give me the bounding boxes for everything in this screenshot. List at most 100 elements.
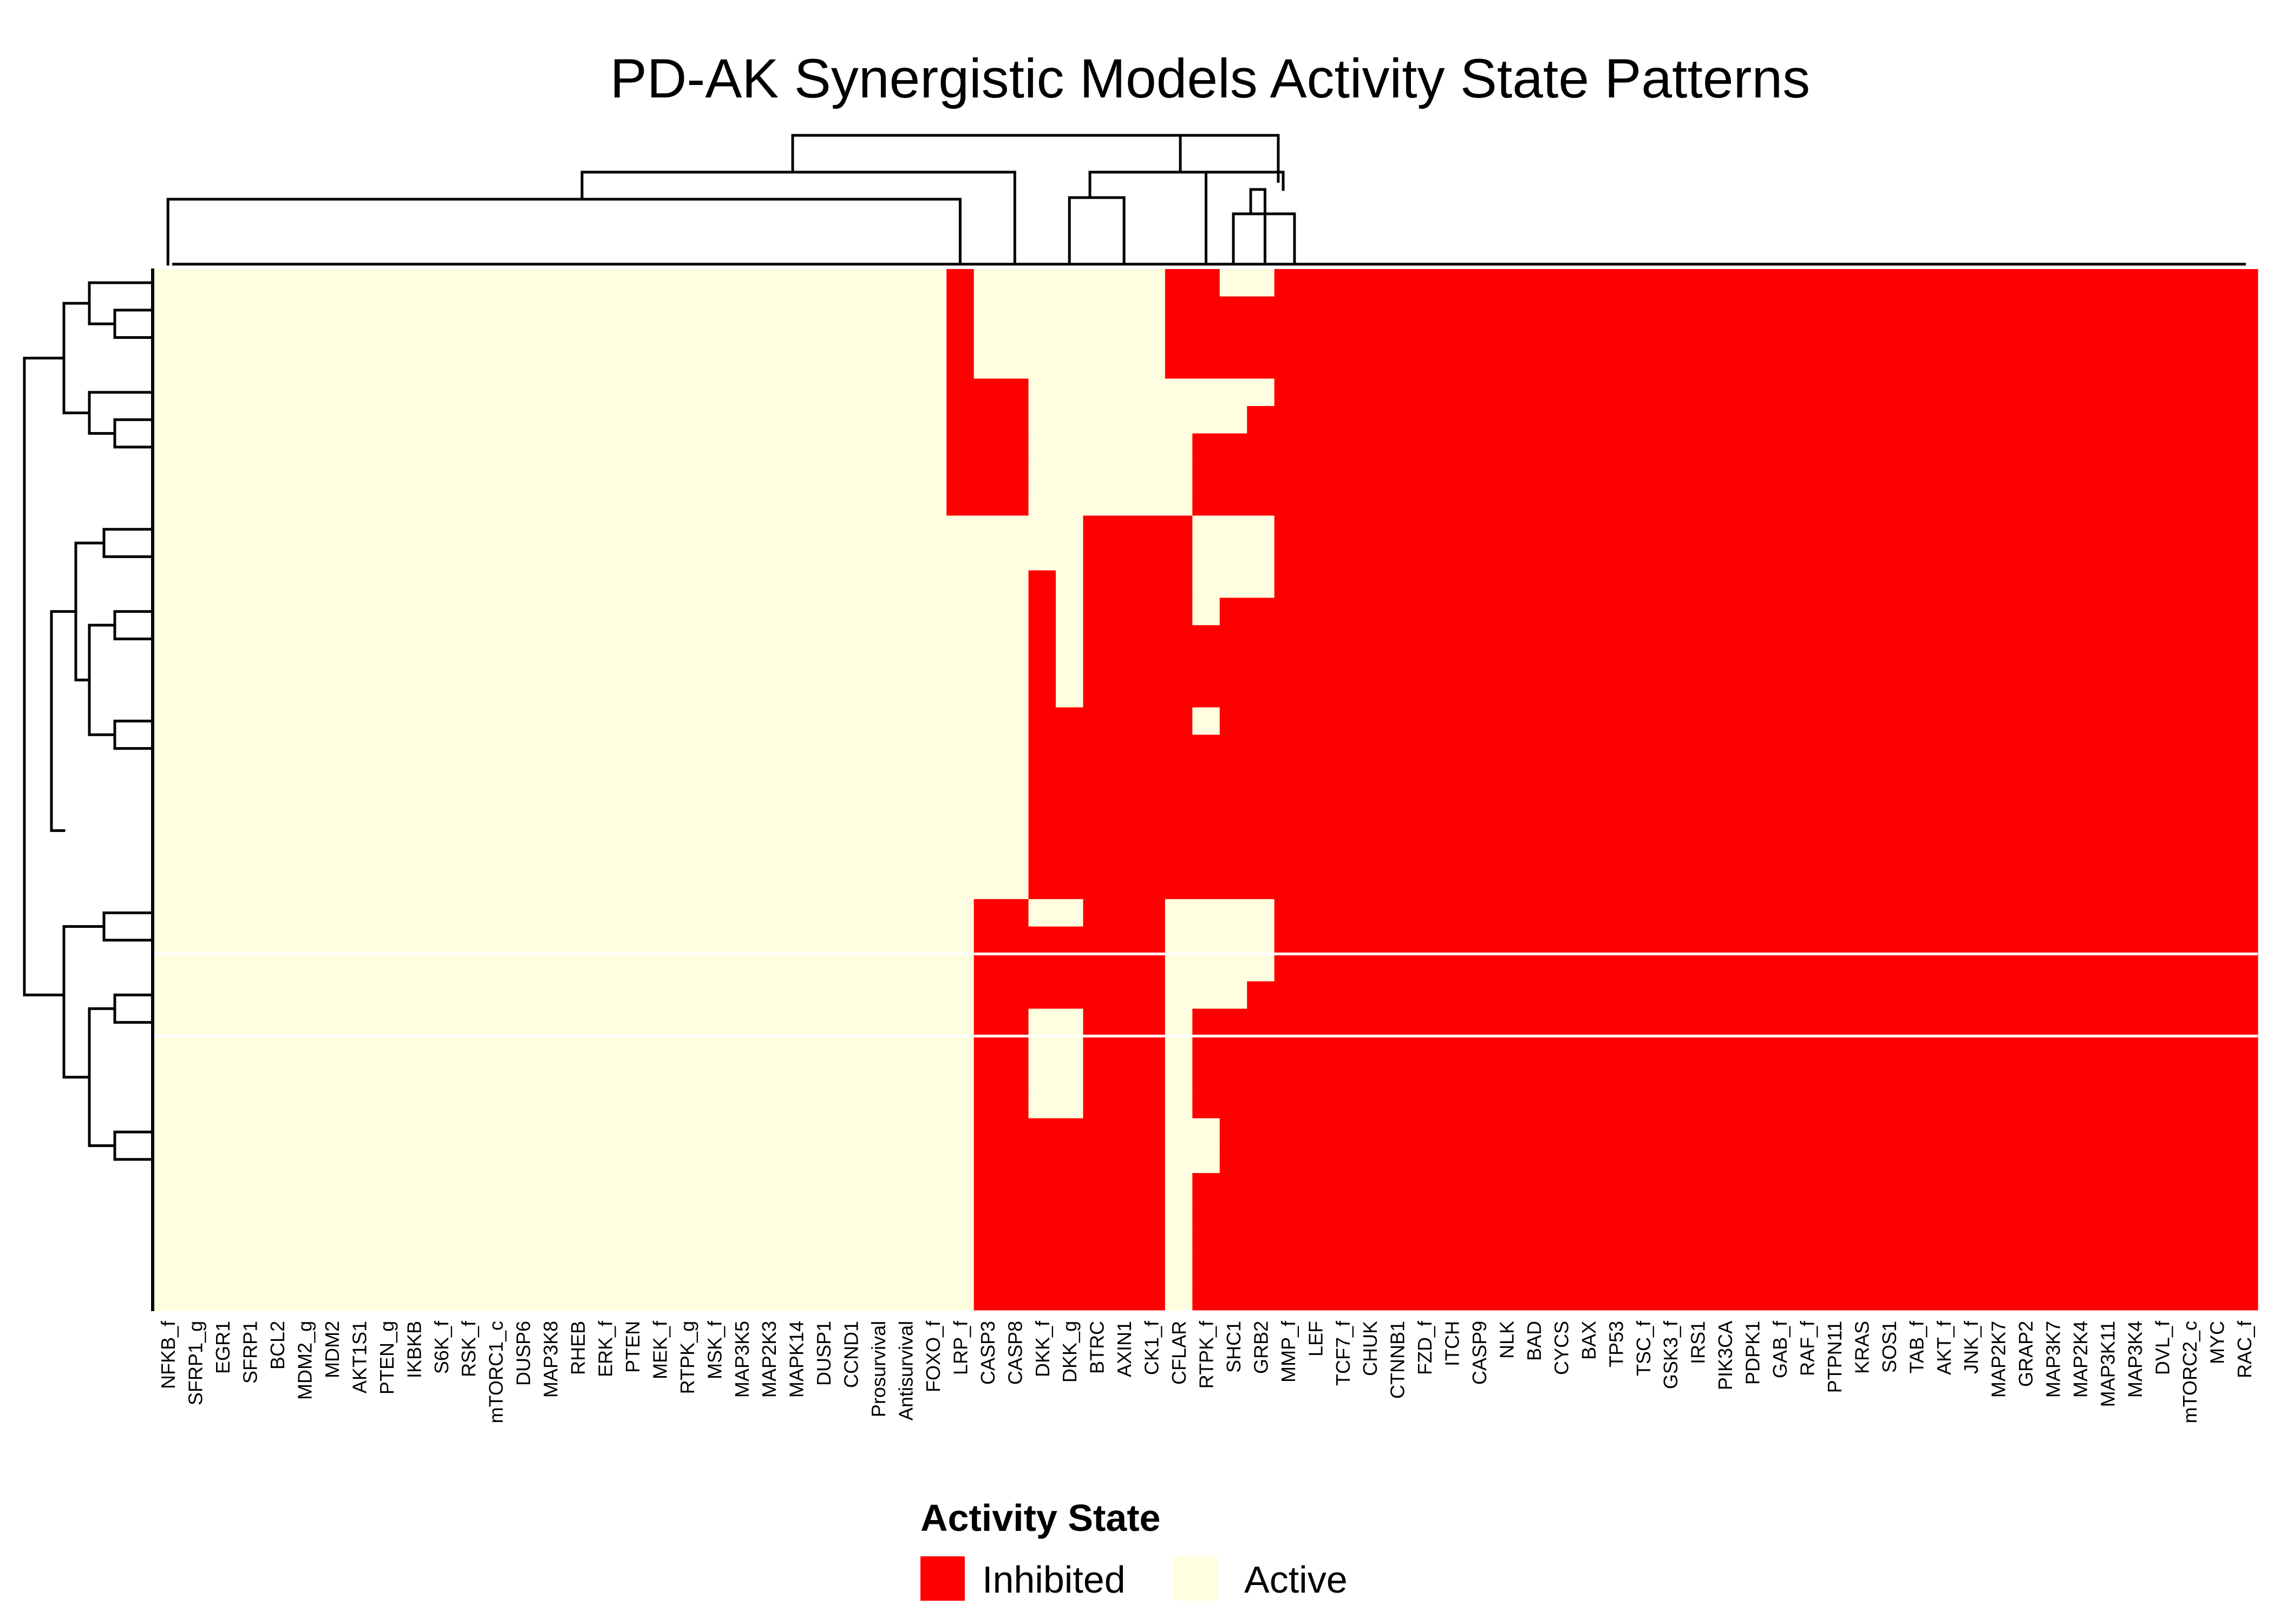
heatmap-cell-run (973, 1282, 1166, 1311)
heatmap-cell-run (1083, 652, 2258, 680)
heatmap-cell-run (1274, 378, 2258, 407)
column-label: MAP2K4 (2069, 1321, 2092, 1398)
heatmap-cell-run (1083, 1091, 1166, 1119)
column-label: NLK (1496, 1321, 1518, 1359)
heatmap-cell-run (973, 269, 1166, 297)
row-dendrogram-branch (113, 1130, 154, 1161)
column-label: CHUK (1359, 1321, 1381, 1376)
heatmap-cell-run (1192, 1173, 2258, 1201)
heatmap-cell-run (1056, 680, 1084, 708)
heatmap-cell-run (154, 762, 1029, 790)
heatmap-cell-run (154, 1009, 975, 1037)
column-label: MAP3K11 (2097, 1321, 2119, 1407)
heatmap-cell-run (1165, 1145, 1220, 1174)
heatmap-cell-run (154, 461, 947, 489)
legend-swatch-active (1174, 1556, 1218, 1601)
heatmap-cell-run (973, 981, 1166, 1009)
row-split-gap (154, 1034, 2258, 1038)
heatmap-cell-run (1028, 652, 1056, 680)
column-label: RAF_f (1796, 1320, 1819, 1376)
heatmap-cell-run (1083, 625, 2258, 653)
column-label: MDM2_g (294, 1321, 316, 1400)
heatmap-cell-run (154, 351, 947, 379)
heatmap-cell-run (946, 461, 1029, 489)
row-dendrogram-branch (113, 719, 154, 750)
column-dendrogram-branch (1149, 134, 1182, 174)
column-dendrogram-branch (580, 171, 1016, 266)
heatmap-cell-run (973, 899, 1029, 927)
heatmap-cell-run (946, 378, 1029, 407)
column-label: IKBKB (403, 1321, 425, 1378)
heatmap-cell-run (154, 926, 975, 954)
legend-label-active: Active (1244, 1558, 1348, 1601)
column-label: MAP3K4 (2124, 1321, 2146, 1398)
heatmap-cell-run (1165, 1282, 1193, 1311)
column-label: MYC (2206, 1321, 2228, 1364)
row-dendrogram-branch (62, 302, 91, 415)
heatmap-cell-run (946, 433, 1029, 461)
column-label: CASP8 (1004, 1321, 1026, 1385)
heatmap-cell-run (1083, 680, 2258, 708)
heatmap-cell-run (1274, 899, 2258, 927)
column-label: LEF (1304, 1321, 1327, 1357)
heatmap-cell-run (1165, 1036, 1193, 1064)
column-label: DUSP1 (813, 1321, 835, 1386)
column-label: S6K_f (430, 1320, 453, 1374)
column-label: MMP_f (1277, 1320, 1299, 1383)
column-label: ERK_f (594, 1320, 617, 1377)
column-label: MAP2K3 (758, 1321, 780, 1398)
column-label: MAP2K7 (1988, 1321, 2010, 1398)
heatmap-cell-run (154, 652, 1029, 680)
column-label: NFKB_f (157, 1320, 179, 1389)
heatmap-cell-run (154, 872, 1029, 900)
heatmap-cell-run (973, 926, 1166, 954)
heatmap-cell-run (154, 1255, 975, 1283)
heatmap-cell-run (973, 351, 1166, 379)
legend-swatch-inhibited (920, 1556, 965, 1601)
column-label: MAP3K8 (540, 1321, 562, 1398)
row-dendrogram-branch (113, 418, 154, 449)
heatmap-cell-run (946, 296, 975, 324)
heatmap-cell-run (1219, 707, 2258, 735)
heatmap-cell-run (973, 324, 1166, 352)
heatmap-cell-run (154, 735, 1029, 763)
heatmap-cell-run (973, 1009, 1029, 1037)
heatmap-cell-run (154, 954, 975, 982)
heatmap-cell-run (1028, 378, 1275, 407)
column-label: PDPK1 (1742, 1321, 1764, 1385)
heatmap-cell-run (154, 1118, 975, 1146)
heatmap-cell-run (1028, 817, 2258, 845)
column-dendrogram-branch (1068, 196, 1126, 266)
column-label: BAD (1523, 1321, 1545, 1361)
heatmap-cell-run (1165, 269, 1220, 297)
heatmap-cell-run (1274, 543, 2258, 571)
heatmap-cell-run (154, 570, 1029, 598)
column-label: MDM2 (321, 1321, 343, 1378)
heatmap-cell-run (946, 324, 975, 352)
heatmap-cell-run (1219, 269, 1275, 297)
column-label: CASP9 (1468, 1321, 1491, 1385)
heatmap-cell-run (154, 789, 1029, 817)
heatmap-cell-run (1165, 351, 2258, 379)
column-label: GRB2 (1250, 1321, 1272, 1374)
heatmap-cell-run (1165, 1063, 1193, 1091)
heatmap-cell-run (154, 296, 947, 324)
heatmap-cell-run (154, 1063, 975, 1091)
column-label: RSK_f (458, 1320, 480, 1377)
row-dendrogram-branch (88, 281, 154, 325)
heatmap-cell-run (973, 1173, 1166, 1201)
heatmap-cell-run (1028, 789, 2258, 817)
heatmap-cell-run (1028, 570, 1056, 598)
heatmap-cell-run (154, 981, 975, 1009)
heatmap-cell-run (1192, 1009, 2258, 1037)
heatmap-cell-run (1028, 461, 1193, 489)
legend: Activity State Inhibited Active (920, 1497, 1348, 1601)
heatmap-cell-run (1219, 598, 2258, 626)
heatmap-cell-run (154, 1200, 975, 1228)
heatmap-cell-run (1056, 652, 1084, 680)
row-dendrogram-branch (88, 624, 116, 736)
heatmap-cell-run (1028, 598, 1056, 626)
column-label: RTPK_g (676, 1321, 698, 1394)
heatmap-cell-run (154, 625, 1029, 653)
heatmap-cells (154, 269, 2258, 1311)
